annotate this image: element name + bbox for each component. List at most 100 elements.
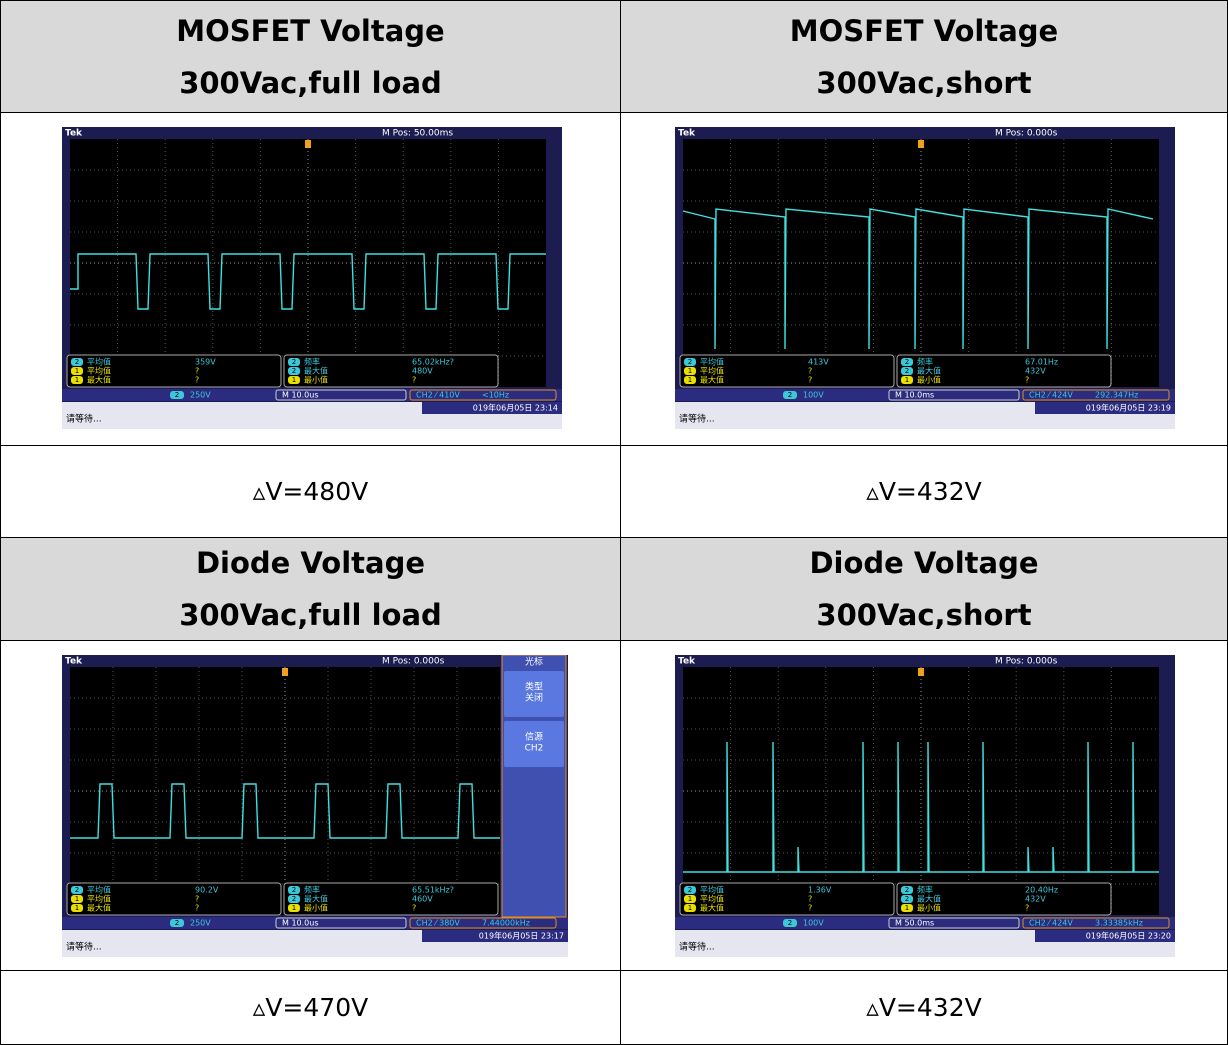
channel-number: 2 [292, 886, 296, 894]
measurement-value: 359V [195, 358, 216, 367]
measurement-value: 67.01Hz [1025, 358, 1058, 367]
measurement-value: ? [195, 895, 199, 904]
trigger-marker [305, 140, 311, 148]
measurement-label: 平均值 [87, 357, 111, 367]
measurement-value: ? [808, 895, 812, 904]
measurement-label: 最大值 [87, 903, 111, 913]
measurement-value: 460V [412, 895, 433, 904]
delta-voltage: ▵V=432V [866, 477, 981, 506]
delta-voltage: ▵V=432V [866, 993, 981, 1022]
measurement-label: 最大值 [700, 375, 724, 385]
channel-number: 1 [905, 904, 909, 912]
channel-number: 2 [688, 886, 692, 894]
measurement-value: 413V [808, 358, 829, 367]
header-cell: MOSFET Voltage300Vac,short [620, 0, 1228, 113]
status: 请等待... [679, 941, 715, 953]
measurement-label: 平均值 [700, 357, 724, 367]
measurement-value: 480V [412, 367, 433, 376]
brand: Tek [678, 657, 696, 667]
date: 019年06月05日 23:19 [1086, 403, 1171, 413]
position: M Pos: 0.000s [995, 657, 1058, 667]
channel-number: 2 [788, 919, 792, 927]
channel-number: 1 [688, 367, 692, 375]
channel-number: 1 [292, 376, 296, 384]
measurement-value: ? [1025, 904, 1029, 913]
channel-number: 2 [75, 358, 79, 366]
channel-number: 1 [688, 895, 692, 903]
channel-number: 1 [292, 904, 296, 912]
volts-per-div: 250V [190, 391, 211, 400]
measurement-label: 最大值 [700, 903, 724, 913]
delta-voltage: ▵V=470V [253, 993, 368, 1022]
volts-per-div: 100V [803, 919, 824, 928]
menu-text: 类型 [525, 681, 543, 693]
header-title: Diode Voltage [196, 537, 425, 589]
measurement-label: 最小值 [304, 903, 328, 913]
header-cell: MOSFET Voltage300Vac,full load [0, 0, 621, 113]
channel-number: 1 [75, 904, 79, 912]
brand: Tek [65, 129, 83, 139]
trigger-marker [282, 668, 288, 676]
header-subtitle: 300Vac,full load [179, 57, 442, 109]
measurement-label: 频率 [917, 885, 933, 895]
channel-number: 1 [75, 376, 79, 384]
measurement-label: 最大值 [304, 366, 328, 376]
position: M Pos: 50.00ms [382, 129, 453, 139]
measurement-label: 频率 [304, 885, 320, 895]
measurement-label: 频率 [917, 357, 933, 367]
date: 019年06月05日 23:17 [479, 931, 564, 941]
channel-number: 2 [905, 367, 909, 375]
measurement-value: ? [1025, 376, 1029, 385]
delta-cell: ▵V=432V [620, 445, 1228, 538]
delta-cell: ▵V=480V [0, 445, 621, 538]
trigger: CH2 ⁄ 424V [1029, 391, 1073, 400]
timebase: M 10.0us [282, 919, 319, 928]
measurement-value: 90.2V [195, 886, 219, 895]
measurement-label: 频率 [304, 357, 320, 367]
channel-number: 1 [688, 376, 692, 384]
channel-number: 2 [905, 895, 909, 903]
volts-per-div: 100V [803, 391, 824, 400]
frequency: 7.44000kHz [482, 919, 530, 928]
measurement-label: 平均值 [87, 366, 111, 376]
trigger-marker [918, 668, 924, 676]
channel-number: 1 [75, 895, 79, 903]
measurement-value: ? [195, 376, 199, 385]
brand: Tek [65, 657, 83, 667]
delta-cell: ▵V=470V [0, 970, 621, 1045]
timebase: M 10.0us [282, 391, 319, 400]
channel-number: 1 [688, 904, 692, 912]
header-subtitle: 300Vac,full load [179, 589, 442, 641]
measurement-value: 432V [1025, 367, 1046, 376]
menu-text: CH2 [525, 744, 544, 754]
measurement-value: ? [412, 904, 416, 913]
channel-number: 2 [905, 886, 909, 894]
delta-voltage: ▵V=480V [253, 477, 368, 506]
measurement-value: ? [808, 904, 812, 913]
measurement-label: 平均值 [87, 885, 111, 895]
timebase: M 10.0ms [895, 391, 934, 400]
channel-number: 2 [788, 391, 792, 399]
status: 请等待... [66, 413, 102, 425]
date: 019年06月05日 23:20 [1086, 931, 1171, 941]
measurement-label: 平均值 [700, 366, 724, 376]
measurement-label: 最大值 [304, 894, 328, 904]
measurement-label: 最小值 [304, 375, 328, 385]
channel-number: 2 [292, 895, 296, 903]
position: M Pos: 0.000s [382, 657, 445, 667]
status: 请等待... [66, 941, 102, 953]
timebase: M 50.0ms [895, 919, 934, 928]
trigger: CH2 ⁄ 424V [1029, 919, 1073, 928]
status: 请等待... [679, 413, 715, 425]
date: 019年06月05日 23:14 [473, 403, 558, 413]
trigger: CH2 ⁄ 380V [416, 919, 460, 928]
measurement-label: 最小值 [917, 375, 941, 385]
volts-per-div: 250V [190, 919, 211, 928]
oscilloscope-screenshot: TekM Pos: 0.000s2平均值1.36V1平均值?1最大值?2频率20… [675, 655, 1175, 957]
measurement-label: 最大值 [917, 894, 941, 904]
measurement-value: 65.51kHz? [412, 886, 454, 895]
header-title: MOSFET Voltage [790, 5, 1058, 57]
